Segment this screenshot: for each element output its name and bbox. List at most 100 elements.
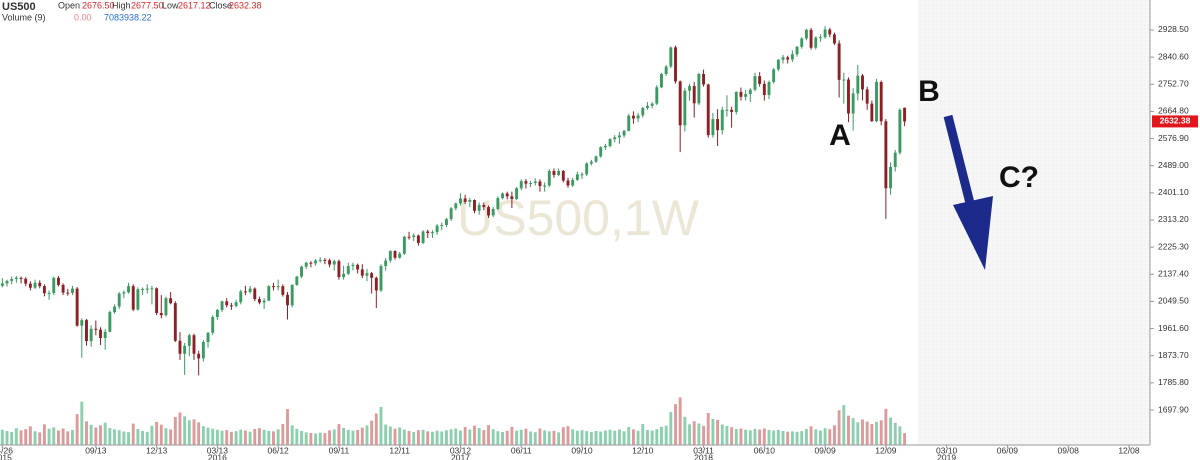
volume-bar [459, 430, 462, 445]
candle-body [150, 288, 154, 290]
candle-body [239, 291, 243, 303]
arrow-head [953, 196, 993, 270]
candle-body [220, 301, 224, 310]
candle-body [197, 353, 201, 359]
candle-body [33, 282, 37, 288]
candle-body [66, 292, 70, 294]
y-tick-label: 1873.70 [1158, 350, 1189, 360]
x-tick-label: 03/12 [450, 445, 472, 455]
candle-body [426, 231, 430, 234]
volume-bar [674, 404, 677, 445]
candle-body [884, 121, 888, 189]
volume-bar [893, 422, 897, 445]
candle-body [379, 266, 383, 291]
x-tick-label: 06/10 [754, 445, 776, 455]
x-tick-label: 12/13 [146, 445, 168, 455]
volume-bar [360, 427, 364, 445]
candle-body [314, 260, 317, 264]
x-tick-label: 12/10 [632, 445, 654, 455]
volume-bar [416, 430, 420, 445]
x-year-label: 2019 [937, 452, 956, 460]
candle-body [795, 46, 799, 55]
volume-bar [575, 430, 579, 445]
candle-body [468, 199, 472, 202]
volume-bar [332, 429, 336, 445]
candle-body [19, 277, 23, 279]
volume-bar [856, 422, 860, 445]
candle-body [730, 109, 734, 112]
volume-bar [351, 430, 355, 445]
volume-bar [790, 431, 794, 445]
candle-body [496, 198, 500, 209]
volume-bar [131, 423, 135, 445]
candle-body [744, 94, 748, 97]
volume-bar [589, 432, 593, 445]
volume-bar [356, 430, 360, 445]
candle-body [753, 76, 757, 90]
volume-bar [89, 424, 93, 445]
annotation-b: B [918, 75, 940, 108]
volume-bar [388, 426, 392, 445]
candle-body [599, 147, 603, 157]
watermark: US500,1W [457, 190, 700, 246]
volume-bar [758, 429, 762, 445]
x-tick-label: 04/26 [0, 445, 13, 455]
annotation-a: A [829, 119, 851, 152]
volume-bar [608, 429, 612, 445]
x-year-label: 2016 [208, 452, 227, 460]
candle-body [384, 260, 388, 267]
candle-body [669, 47, 673, 67]
volume-bar [473, 425, 476, 445]
volume-bar [342, 428, 346, 445]
candle-body [851, 93, 855, 114]
candle-body [337, 261, 341, 278]
volume-bar [650, 430, 654, 445]
volume-bar [113, 429, 116, 445]
candle-body [477, 204, 481, 211]
volume-bar [206, 427, 210, 445]
volume-bar [38, 432, 42, 445]
volume-bar [519, 429, 523, 445]
volume-bar [346, 429, 350, 445]
volume-bar [323, 433, 327, 445]
candle-body [814, 37, 818, 48]
candle-body [141, 288, 145, 290]
arrow [943, 114, 993, 270]
x-tick-label: 06/12 [268, 445, 290, 455]
volume-bar [136, 429, 140, 445]
volume-pane [0, 397, 907, 445]
volume-bar [861, 419, 864, 445]
volume-bar [276, 429, 280, 445]
candle-body [173, 303, 177, 341]
candle-body [318, 259, 322, 261]
candle-body [300, 266, 303, 277]
candle-body [674, 47, 677, 82]
volume-bar [304, 432, 308, 445]
volume-bar [402, 429, 406, 445]
candle-body [837, 43, 841, 80]
candle-body [748, 89, 752, 95]
candle-body [328, 260, 332, 265]
volume-bar [449, 429, 453, 445]
volume-bar [781, 431, 785, 445]
volume-bar [837, 410, 841, 445]
candle-body [762, 83, 766, 95]
volume-bar [510, 426, 514, 445]
volume-bar [538, 428, 542, 445]
volume-bar [477, 428, 481, 445]
x-tick-label: 09/09 [814, 445, 836, 455]
candle-body [505, 193, 509, 197]
candle-body [286, 294, 289, 306]
candle-body [374, 277, 378, 291]
candle-body [818, 37, 822, 39]
y-tick-label: 2840.60 [1158, 51, 1189, 61]
volume-bar [828, 429, 832, 445]
candle-body [47, 292, 51, 294]
candle-body [131, 286, 135, 310]
candle-body [566, 180, 570, 186]
x-tick-label: 12/11 [389, 445, 410, 455]
volume-bar [56, 430, 60, 445]
candle-body [407, 236, 411, 238]
candle-body [42, 286, 46, 294]
volume-bar [150, 425, 154, 445]
